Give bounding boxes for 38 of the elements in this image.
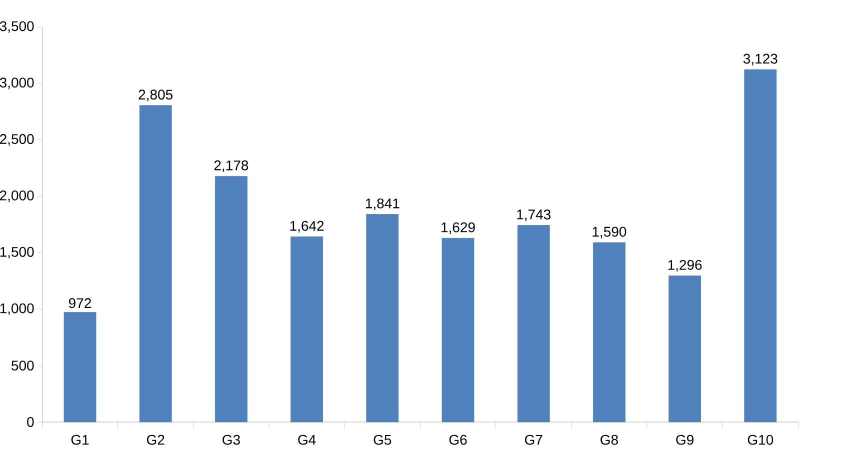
y-tick-label: 500: [12, 360, 34, 371]
data-label: 1,642: [290, 220, 324, 232]
y-tick-label: 2,000: [0, 190, 34, 202]
y-tick-label: 2,500: [0, 134, 34, 146]
bar: [290, 236, 324, 422]
data-label: 2,805: [138, 90, 173, 102]
bar: [64, 312, 96, 422]
data-label: 1,590: [592, 226, 626, 238]
x-tick-label: G6: [449, 434, 467, 445]
bar: [744, 69, 777, 422]
x-tick-label: G8: [600, 434, 618, 445]
data-label: 972: [68, 298, 91, 308]
x-tick-label: G10: [748, 434, 774, 445]
x-tick-label: G4: [298, 434, 316, 445]
data-label: 1,841: [366, 198, 400, 210]
bar: [593, 242, 626, 422]
y-tick-label: 1,000: [0, 303, 34, 315]
x-tick-label: G7: [524, 434, 542, 445]
bar: [139, 105, 172, 422]
data-label: 1,296: [668, 260, 702, 272]
data-label: 1,629: [442, 222, 475, 234]
data-label: 1,743: [517, 210, 550, 222]
bar: [668, 276, 702, 422]
x-tick-label: G3: [222, 434, 240, 445]
bar: [215, 176, 248, 422]
y-tick-label: 3,000: [0, 78, 34, 90]
data-label: 2,178: [214, 160, 248, 172]
x-tick-label: G9: [676, 434, 694, 445]
y-tick-label: 1,500: [0, 246, 34, 258]
y-tick-label: 3,500: [0, 21, 34, 33]
x-tick-label: G5: [374, 434, 392, 445]
bar: [442, 238, 474, 422]
x-tick-label: G1: [71, 434, 89, 445]
bar: [366, 214, 399, 422]
data-label: 3,123: [743, 54, 778, 66]
bar: [517, 225, 550, 422]
y-tick-label: 0: [27, 417, 34, 427]
x-tick-label: G2: [146, 434, 164, 445]
